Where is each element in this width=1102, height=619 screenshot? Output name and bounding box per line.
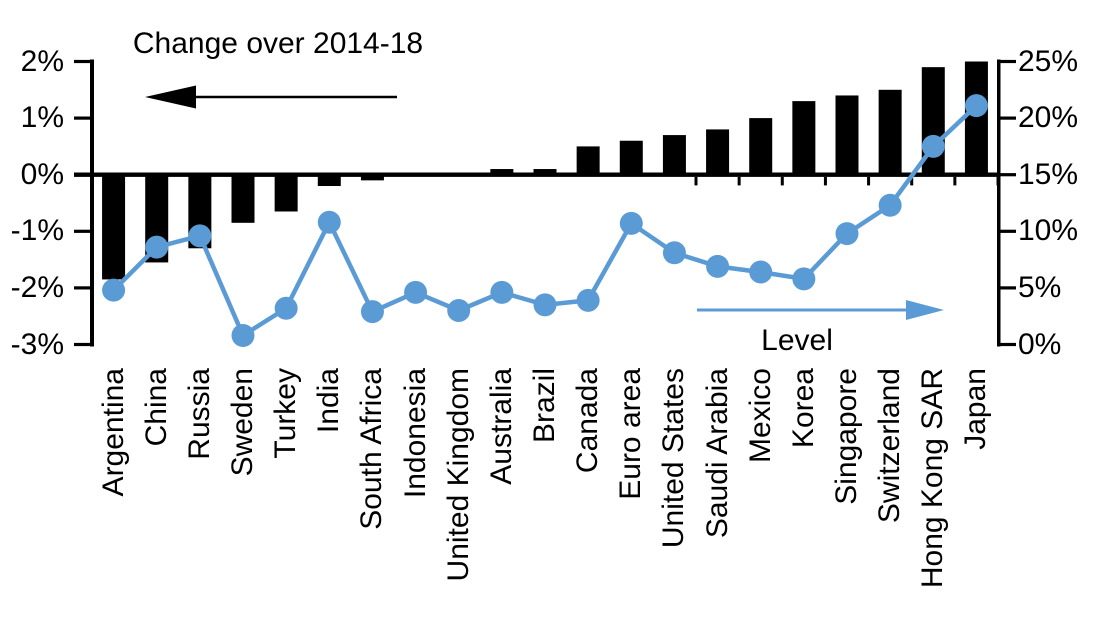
x-label-sweden: Sweden	[226, 368, 259, 477]
bar-korea	[792, 101, 816, 175]
x-label-euro-area: Euro area	[614, 368, 648, 500]
left-axis-label-2: 2%	[20, 44, 64, 78]
right-axis-tick	[999, 59, 1016, 64]
bar-sweden	[231, 174, 255, 223]
marker-canada	[576, 288, 600, 312]
category-boundary-tick	[996, 176, 1000, 186]
bar-brazil	[533, 169, 557, 175]
x-label-hong-kong-sar: Hong Kong SAR	[916, 368, 950, 589]
x-label-united-kingdom: United Kingdom	[441, 368, 475, 582]
left-axis-label--3: -3%	[10, 327, 64, 361]
marker-sweden	[231, 323, 255, 347]
category-boundary-tick	[953, 176, 957, 186]
marker-indonesia	[404, 280, 428, 304]
right-axis-label-5: 5%	[1018, 270, 1062, 304]
marker-australia	[490, 280, 514, 304]
right-axis-spine	[997, 59, 1001, 347]
marker-south-africa	[360, 300, 384, 324]
x-label-russia: Russia	[182, 368, 216, 460]
marker-argentina	[102, 278, 126, 302]
x-label-japan: Japan	[959, 368, 993, 450]
marker-russia	[188, 224, 212, 248]
x-label-china: China	[139, 368, 173, 447]
x-label-south-africa: South Africa	[355, 368, 389, 530]
right-axis-label-15: 15%	[1018, 157, 1079, 191]
marker-united-kingdom	[447, 299, 471, 323]
category-boundary-tick	[910, 176, 914, 186]
left-axis-tick	[74, 116, 91, 120]
level-arrow-head	[906, 300, 944, 320]
right-axis-label-20: 20%	[1018, 101, 1079, 135]
right-axis-label-0: 0%	[1018, 327, 1062, 361]
left-axis-spine	[90, 59, 94, 347]
bar-south-africa	[360, 174, 384, 181]
category-boundary-tick	[780, 176, 784, 186]
bar-united-states	[662, 135, 686, 175]
x-label-mexico: Mexico	[743, 368, 777, 464]
left-axis-tick	[74, 59, 91, 64]
right-axis-tick	[999, 173, 1016, 177]
marker-india	[317, 210, 341, 234]
bar-mexico	[749, 118, 773, 175]
bar-canada	[576, 146, 600, 175]
marker-china	[145, 235, 169, 259]
marker-switzerland	[878, 193, 902, 217]
x-label-united-states: United States	[657, 368, 691, 549]
right-axis-tick	[999, 286, 1016, 290]
right-axis-tick	[999, 342, 1016, 347]
left-axis-tick	[74, 286, 91, 290]
left-axis-tick	[74, 173, 91, 177]
left-axis-label-0: 0%	[20, 157, 64, 191]
bar-euro-area	[619, 140, 643, 175]
bar-turkey	[274, 174, 298, 212]
x-label-india: India	[312, 368, 346, 434]
marker-united-states	[662, 241, 686, 265]
marker-japan	[964, 94, 988, 118]
left-axis-label--2: -2%	[10, 270, 64, 304]
zero-axis-line	[74, 172, 998, 177]
right-axis-tick	[999, 116, 1016, 120]
bar-saudi-arabia	[706, 129, 730, 175]
category-boundary-tick	[867, 176, 871, 186]
bar-australia	[490, 169, 514, 175]
marker-hong-kong-sar	[921, 134, 945, 158]
left-axis-label-1: 1%	[20, 101, 64, 135]
x-label-korea: Korea	[786, 368, 820, 449]
category-boundary-tick	[737, 176, 741, 186]
x-label-indonesia: Indonesia	[398, 368, 432, 499]
bar-switzerland	[878, 89, 902, 175]
marker-korea	[792, 267, 816, 291]
marker-brazil	[533, 293, 557, 317]
x-label-argentina: Argentina	[96, 368, 130, 497]
left-axis-tick	[74, 229, 91, 233]
category-boundary-tick	[694, 176, 698, 186]
marker-euro-area	[619, 211, 643, 235]
bar-india	[317, 174, 341, 187]
bar-japan	[964, 61, 988, 175]
right-axis-label-25: 25%	[1018, 44, 1079, 78]
bar-series-caption: Change over 2014-18	[132, 27, 424, 60]
x-label-australia: Australia	[484, 368, 518, 485]
x-label-brazil: Brazil	[528, 368, 561, 444]
marker-turkey	[274, 296, 298, 320]
right-axis-label-10: 10%	[1018, 214, 1079, 248]
right-axis-tick	[999, 229, 1016, 233]
x-label-switzerland: Switzerland	[873, 368, 907, 524]
marker-mexico	[749, 260, 773, 284]
x-label-saudi-arabia: Saudi Arabia	[700, 368, 734, 539]
x-label-canada: Canada	[571, 368, 605, 474]
line-series-caption: Level	[761, 324, 833, 357]
marker-singapore	[835, 222, 859, 246]
left-axis-label--1: -1%	[10, 214, 64, 248]
marker-saudi-arabia	[706, 254, 730, 278]
left-axis-tick	[74, 342, 91, 347]
x-label-singapore: Singapore	[830, 368, 863, 505]
category-boundary-tick	[823, 176, 827, 186]
x-label-turkey: Turkey	[269, 368, 303, 459]
bar-singapore	[835, 95, 859, 175]
bar-argentina	[102, 174, 126, 280]
change-arrow-head	[145, 85, 196, 109]
